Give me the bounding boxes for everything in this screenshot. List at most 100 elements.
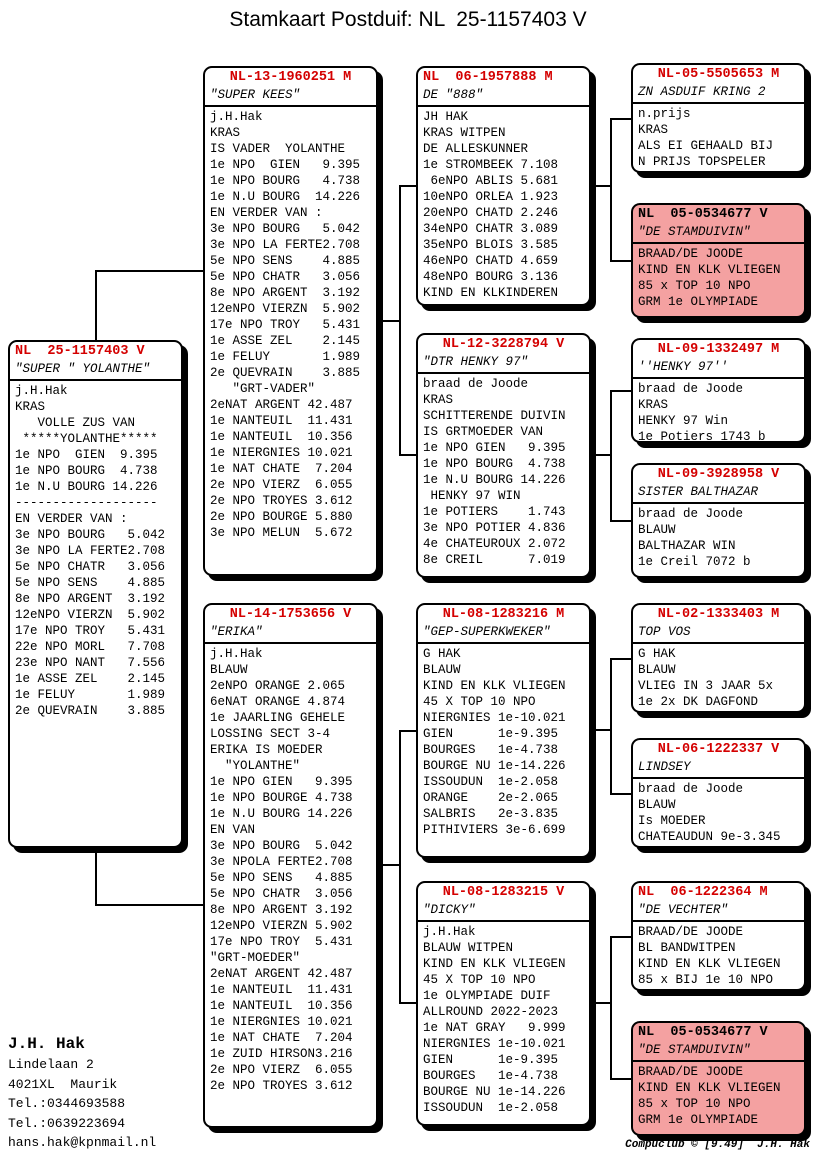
pedigree-line: 85 x TOP 10 NPO — [638, 279, 751, 293]
pedigree-line: 10eNPO ORLEA 1.923 — [423, 190, 559, 204]
pedigree-line: SALBRIS 2e-3.835 — [423, 807, 559, 821]
owner-name: J.H. Hak — [8, 1035, 85, 1053]
connector-line — [399, 1002, 416, 1004]
pedigree-line: HENKY 97 WIN — [423, 489, 521, 503]
pedigree-line: 85 x BIJ 1e 10 NPO — [638, 973, 774, 987]
pedigree-line: 1e NANTEUIL 11.431 — [210, 414, 353, 428]
pedigree-line: 6eNAT ORANGE 4.874 — [210, 695, 346, 709]
pedigree-line: 8e NPO ARGENT 3.192 — [15, 592, 166, 606]
pedigree-box-subject: NL 25-1157403 V "SUPER " YOLANTHE" j.H.Hak… — [8, 340, 183, 848]
ring-number: NL-08-1283216 M — [442, 607, 565, 622]
pedigree-line: j.H.Hak — [423, 925, 476, 939]
pedigree-line: 8e CREIL 7.019 — [423, 553, 566, 567]
pedigree-line: N PRIJS TOPSPELER — [638, 155, 766, 169]
pedigree-line: BRAAD/DE JOODE — [638, 925, 744, 939]
pedigree-line: BRAAD/DE JOODE — [638, 247, 744, 261]
pedigree-line: PITHIVIERS 3e-6.699 — [423, 823, 566, 837]
pedigree-line: DE ALLESKUNNER — [423, 142, 529, 156]
pigeon-name: "ERIKA" — [205, 624, 376, 644]
pedigree-line: braad de Joode — [423, 377, 529, 391]
pedigree-line: 4e CHATEUROUX 2.072 — [423, 537, 566, 551]
pedigree-line: ISSOUDUN 1e-2.058 — [423, 1101, 559, 1115]
pedigree-line: KIND EN KLK VLIEGEN — [638, 263, 781, 277]
pedigree-line: 17e NPO TROY 5.431 — [15, 624, 166, 638]
connector-line — [399, 454, 416, 456]
pedigree-line: CHATEAUDUN 9e-3.345 — [638, 830, 781, 844]
compuclub-footer: Compuclub © [9.49] J.H. Hak — [625, 1139, 810, 1151]
pedigree-line: 1e NPO GIEN 9.395 — [423, 441, 566, 455]
pedigree-line: 1e NPO BOURG 4.738 — [15, 464, 158, 478]
pedigree-line: KRAS — [423, 393, 454, 407]
pedigree-line: IS VADER YOLANTHE — [210, 142, 346, 156]
connector-line — [399, 185, 401, 456]
pedigree-line: 1e POTIERS 1.743 — [423, 505, 566, 519]
box-body: j.H.Hak KRAS VOLLE ZUS VAN *****YOLANTHE*… — [10, 381, 181, 719]
pedigree-line: 1e NIERGNIES 10.021 — [210, 1015, 353, 1029]
pedigree-line: KRAS WITPEN — [423, 126, 506, 140]
connector-line — [399, 730, 401, 1004]
pedigree-line: BLAUW — [638, 798, 676, 812]
pedigree-line: BLAUW — [423, 663, 461, 677]
pedigree-line: 1e Creil 7072 b — [638, 555, 751, 569]
ring-number: NL-05-5505653 M — [657, 67, 780, 82]
pedigree-line: IS GRTMOEDER VAN — [423, 425, 544, 439]
box-body: n.prijs KRAS ALS EI GEHAALD BIJ N PRIJS TOP… — [633, 104, 804, 170]
pedigree-line: 5e NPO SENS 4.885 — [210, 254, 361, 268]
pedigree-line: 2eNAT ARGENT 42.487 — [210, 398, 353, 412]
pigeon-name: LINDSEY — [633, 759, 804, 779]
owner-address-line: 4021XL Maurik — [8, 1076, 118, 1092]
pedigree-line: j.H.Hak — [210, 110, 263, 124]
pedigree-line: 1e NAT CHATE 7.204 — [210, 1031, 353, 1045]
pedigree-line: BLAUW WITPEN — [423, 941, 514, 955]
pedigree-line: 1e NIERGNIES 10.021 — [210, 446, 353, 460]
pedigree-box-henky: NL-09-1332497 M ''HENKY 97'' braad de Jood… — [631, 338, 806, 443]
pedigree-line: 5e NPO SENS 4.885 — [210, 871, 353, 885]
pigeon-name: ''HENKY 97'' — [633, 359, 804, 379]
pigeon-name: "DICKY" — [418, 902, 589, 922]
pedigree-line: ALS EI GEHAALD BIJ — [638, 139, 774, 153]
pedigree-line: 1e NANTEUIL 10.356 — [210, 999, 353, 1013]
pigeon-name: DE "888" — [418, 87, 589, 107]
pedigree-line: 20eNPO CHATD 2.246 — [423, 206, 559, 220]
ring-number: NL 05-0534677 V — [638, 207, 768, 222]
pedigree-line: 2e NPO BOURGE 5.880 — [210, 510, 353, 524]
pedigree-line: 2e NPO TROYES 3.612 — [210, 494, 353, 508]
pedigree-line: 2eNPO ORANGE 2.065 — [210, 679, 346, 693]
pedigree-line: KIND EN KLKINDEREN — [423, 286, 559, 300]
box-body: BRAAD/DE JOODE BL BANDWITPEN KIND EN KLK V… — [633, 922, 804, 988]
pedigree-line: braad de Joode — [638, 507, 744, 521]
pigeon-name: "GEP-SUPERKWEKER" — [418, 624, 589, 644]
pedigree-line: 1e NANTEUIL 10.356 — [210, 430, 353, 444]
pedigree-line: 1e FELUY 1.989 — [15, 688, 166, 702]
pedigree-line: 2e NPO TROYES 3.612 — [210, 1079, 353, 1093]
box-body: braad de Joode BLAUW Is MOEDER CHATEAUDUN 9… — [633, 779, 804, 845]
pedigree-line: j.H.Hak — [210, 647, 263, 661]
pedigree-line: KIND EN KLK VLIEGEN — [423, 957, 566, 971]
pedigree-line: G HAK — [638, 647, 676, 661]
pedigree-line: 3e NPO POTIER 4.836 — [423, 521, 566, 535]
pedigree-line: KRAS — [638, 398, 669, 412]
connector-line — [378, 320, 400, 322]
connector-line — [610, 118, 612, 262]
pedigree-line: ------------------- — [15, 496, 158, 510]
pedigree-box-stam2: NL 05-0534677 V "DE STAMDUIVIN" BRAAD/DE J… — [631, 1021, 806, 1136]
connector-line — [610, 936, 612, 1080]
pedigree-line: 8e NPO ARGENT 3.192 — [210, 903, 353, 917]
pedigree-line: BOURGE NU 1e-14.226 — [423, 759, 566, 773]
pedigree-line: KIND EN KLK VLIEGEN — [638, 957, 781, 971]
page-title: Stamkaart Postduif: NL 25-1157403 V — [229, 8, 587, 31]
box-body: BRAAD/DE JOODE KIND EN KLK VLIEGEN 85 x TO… — [633, 244, 804, 310]
pedigree-line: 85 x TOP 10 NPO — [638, 1097, 751, 1111]
pedigree-line: 3e NPO BOURG 5.042 — [15, 528, 166, 542]
pedigree-line: 1e JAARLING GEHELE — [210, 711, 346, 725]
pedigree-box-kees: NL-13-1960251 M "SUPER KEES" j.H.Hak KRAS IS… — [203, 66, 378, 576]
pedigree-line: 3e NPO LA FERTE2.708 — [15, 544, 166, 558]
connector-line — [610, 1078, 631, 1080]
pedigree-line: 5e NPO CHATR 3.056 — [15, 560, 166, 574]
box-body: braad de Joode KRAS HENKY 97 Win 1e Potiers… — [633, 379, 804, 443]
pedigree-line: 45 X TOP 10 NPO — [423, 973, 536, 987]
pedigree-line: 1e Potiers 1743 b — [638, 430, 766, 443]
pedigree-line: GRM 1e OLYMPIADE — [638, 295, 759, 309]
pedigree-line: 1e ASSE ZEL 2.145 — [15, 672, 166, 686]
pedigree-line: 1e NPO GIEN 9.395 — [210, 775, 353, 789]
